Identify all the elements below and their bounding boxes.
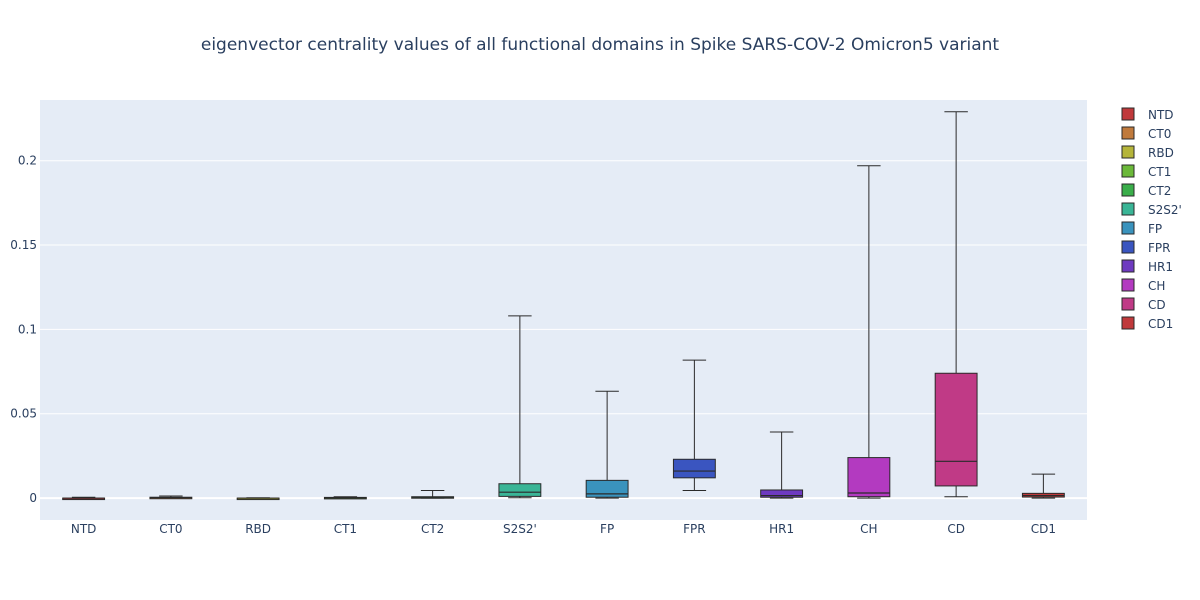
iqr-box xyxy=(498,483,542,497)
box-HR1[interactable] xyxy=(760,431,804,499)
box-CH[interactable] xyxy=(847,165,891,499)
legend-label: RBD xyxy=(1148,146,1174,160)
x-axis: NTD CT0 RBD CT1 CT2 S2S2' FP FPR HR1 CH CD CD1 xyxy=(71,522,1056,536)
box-S2S2'[interactable] xyxy=(498,315,542,499)
legend-swatch xyxy=(1121,202,1135,216)
iqr-box xyxy=(934,372,978,487)
x-tick-label: CT2 xyxy=(421,522,444,536)
box-NTD[interactable] xyxy=(62,496,106,501)
box-FP[interactable] xyxy=(585,390,629,499)
legend-item-CT2[interactable]: CT2 xyxy=(1121,183,1171,198)
box-series xyxy=(62,111,1065,501)
legend-swatch xyxy=(1121,259,1135,273)
box-CD[interactable] xyxy=(934,111,978,498)
x-tick-label: CH xyxy=(860,522,877,536)
x-tick-label: CT1 xyxy=(334,522,357,536)
legend-item-CD[interactable]: CD xyxy=(1121,297,1166,312)
chart-title: eigenvector centrality values of all fun… xyxy=(201,35,1000,55)
y-tick-label: 0.1 xyxy=(18,322,37,336)
legend-label: S2S2' xyxy=(1148,203,1182,217)
legend-swatch xyxy=(1121,297,1135,311)
legend-label: CD1 xyxy=(1148,317,1173,331)
legend-swatch xyxy=(1121,145,1135,159)
plot-background xyxy=(40,100,1087,520)
legend-swatch xyxy=(1121,164,1135,178)
legend-item-FP[interactable]: FP xyxy=(1121,221,1162,236)
y-gridlines xyxy=(40,160,1087,500)
x-tick-label: CD xyxy=(947,522,965,536)
legend-label: CT2 xyxy=(1148,184,1171,198)
legend-item-CD1[interactable]: CD1 xyxy=(1121,316,1173,331)
legend-item-CT0[interactable]: CT0 xyxy=(1121,126,1171,141)
iqr-box xyxy=(585,479,629,498)
box-CD1[interactable] xyxy=(1021,473,1065,499)
legend-label: NTD xyxy=(1148,108,1174,122)
box-CT2[interactable] xyxy=(411,489,455,499)
legend-item-S2S2'[interactable]: S2S2' xyxy=(1121,202,1182,217)
x-tick-label: CD1 xyxy=(1031,522,1056,536)
legend-swatch xyxy=(1121,240,1135,254)
legend[interactable]: NTD CT0 RBD CT1 CT2 S2S2' FP FPR HR1 CH CD CD1 xyxy=(1121,107,1182,331)
box-RBD[interactable] xyxy=(236,497,280,501)
box-CT1[interactable] xyxy=(323,496,367,500)
legend-label: FPR xyxy=(1148,241,1170,255)
iqr-box xyxy=(672,458,716,479)
legend-item-HR1[interactable]: HR1 xyxy=(1121,259,1173,274)
legend-item-CH[interactable]: CH xyxy=(1121,278,1165,293)
y-tick-label: 0.15 xyxy=(10,238,37,252)
legend-item-CT1[interactable]: CT1 xyxy=(1121,164,1171,179)
legend-swatch xyxy=(1121,221,1135,235)
iqr-box xyxy=(760,489,804,498)
box-FPR[interactable] xyxy=(672,359,716,491)
y-tick-label: 0.05 xyxy=(10,407,37,421)
legend-label: CT0 xyxy=(1148,127,1171,141)
legend-label: CT1 xyxy=(1148,165,1171,179)
legend-swatch xyxy=(1121,126,1135,140)
legend-swatch xyxy=(1121,278,1135,292)
legend-label: FP xyxy=(1148,222,1162,236)
x-tick-label: NTD xyxy=(71,522,97,536)
y-tick-label: 0 xyxy=(29,491,37,505)
iqr-box xyxy=(847,457,891,498)
legend-swatch xyxy=(1121,107,1135,121)
x-tick-label: FP xyxy=(600,522,614,536)
legend-item-RBD[interactable]: RBD xyxy=(1121,145,1174,160)
box-CT0[interactable] xyxy=(149,495,193,500)
legend-item-FPR[interactable]: FPR xyxy=(1121,240,1170,255)
x-tick-label: HR1 xyxy=(769,522,794,536)
x-tick-label: CT0 xyxy=(159,522,182,536)
legend-swatch xyxy=(1121,316,1135,330)
legend-item-NTD[interactable]: NTD xyxy=(1121,107,1174,122)
x-tick-label: RBD xyxy=(245,522,271,536)
legend-swatch xyxy=(1121,183,1135,197)
legend-label: CD xyxy=(1148,298,1166,312)
plot-area xyxy=(40,100,1087,520)
legend-label: CH xyxy=(1148,279,1165,293)
legend-label: HR1 xyxy=(1148,260,1173,274)
x-tick-label: S2S2' xyxy=(503,522,537,536)
y-tick-label: 0.2 xyxy=(18,154,37,168)
x-tick-label: FPR xyxy=(683,522,705,536)
y-axis: 0 0.05 0.1 0.15 0.2 xyxy=(10,154,37,505)
